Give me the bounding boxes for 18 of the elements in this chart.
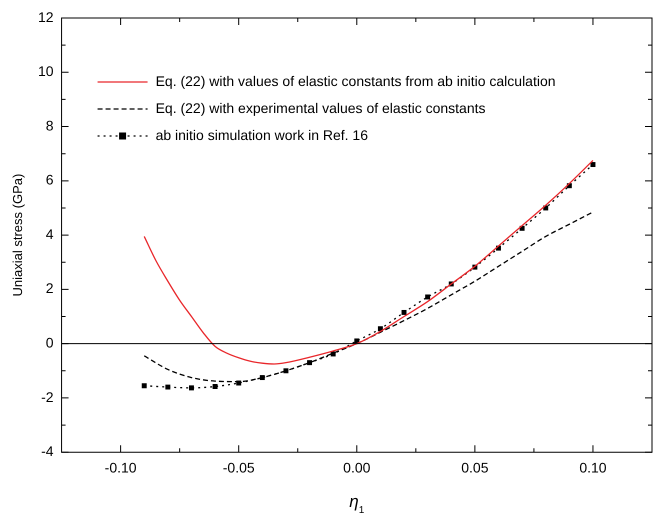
x-tick-label: 0.00 [343,459,371,476]
y-tick-label: -2 [41,388,54,405]
legend-label: Eq. (22) with values of elastic constants from ab initio calculation [156,72,556,89]
y-axis-title: Uniaxial stress (GPa) [10,174,25,297]
y-tick-label: 0 [46,334,54,351]
legend-label: Eq. (22) with experimental values of elastic constants [156,100,486,116]
y-tick-label: 2 [46,280,54,296]
y-tick-label: -4 [41,443,54,460]
y-tick-label: 6 [46,172,54,188]
y-tick-label: 12 [38,8,54,25]
x-tick-label: 0.10 [579,459,607,476]
y-tick-label: 8 [46,117,54,134]
y-tick-label: 4 [46,226,54,242]
x-tick-label: -0.05 [222,459,255,476]
x-tick-label: -0.10 [104,459,137,476]
x-tick-label: 0.05 [461,459,489,476]
y-tick-label: 10 [38,63,54,80]
legend-label: ab initio simulation work in Ref. 16 [156,126,368,143]
